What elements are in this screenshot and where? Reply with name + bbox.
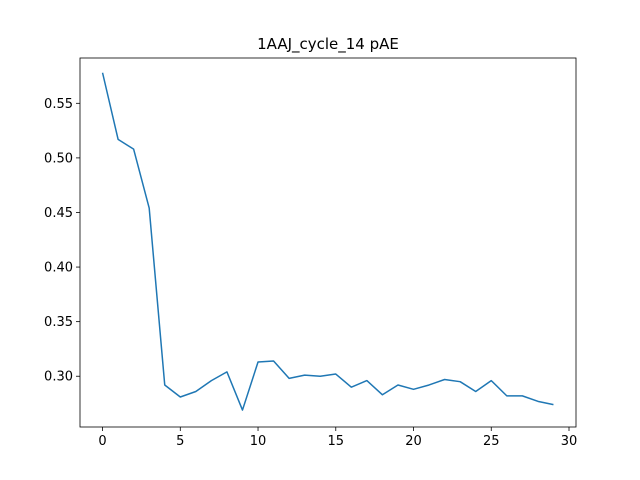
y-tick-label: 0.50 xyxy=(44,151,73,166)
series-line-0 xyxy=(101,72,554,411)
x-tick-label: 15 xyxy=(328,434,345,449)
chart-title: 1AAJ_cycle_14 pAE xyxy=(257,35,399,54)
y-tick-label: 0.45 xyxy=(44,206,73,221)
x-tick-label: 0 xyxy=(98,434,106,449)
x-tick-label: 25 xyxy=(483,434,500,449)
plot-area: 0 5 10 15 20 25 30 0.30 0.35 0.40 0.45 0.50 0.55 xyxy=(44,57,578,449)
y-tick-label: 0.40 xyxy=(44,261,73,276)
y-tick-label: 0.30 xyxy=(44,370,73,385)
x-tick-label: 10 xyxy=(250,434,267,449)
plot-frame xyxy=(79,57,577,428)
x-tick-label: 5 xyxy=(176,434,184,449)
x-tick-label: 30 xyxy=(561,434,578,449)
x-tick-label: 20 xyxy=(405,434,422,449)
y-tick-label: 0.55 xyxy=(44,97,73,112)
y-tick-label: 0.35 xyxy=(44,315,73,330)
